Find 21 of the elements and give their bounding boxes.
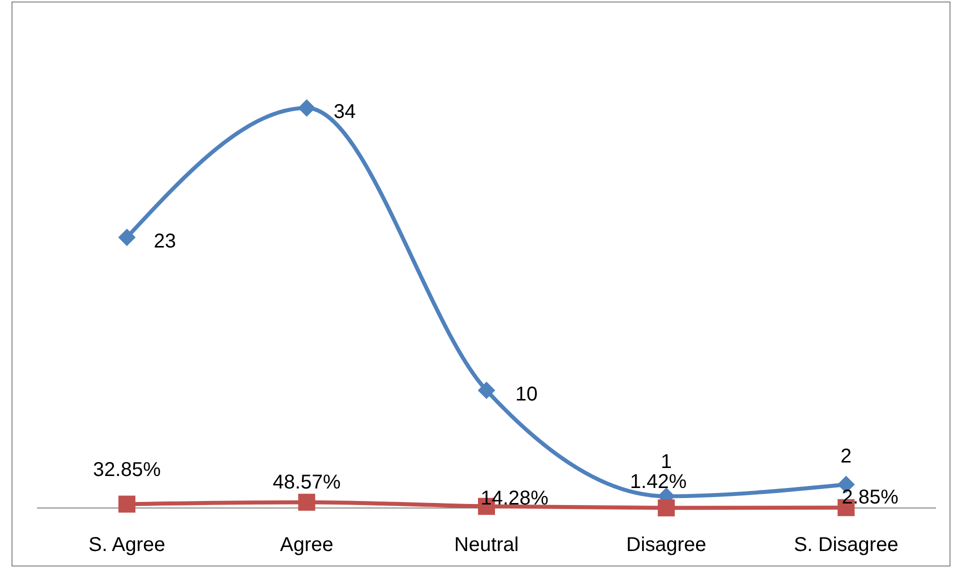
data-label: 23	[154, 230, 176, 252]
data-label: 1.42%	[630, 470, 687, 493]
x-tick-label: S. Agree	[88, 534, 166, 556]
point	[118, 496, 136, 513]
x-tick-label: Disagree	[626, 534, 706, 556]
point	[658, 499, 675, 516]
point	[298, 494, 316, 511]
point	[298, 100, 316, 116]
data-label: 10	[515, 383, 538, 406]
x-tick-label: Neutral	[454, 534, 519, 556]
data-label: 1	[660, 451, 672, 474]
point	[118, 228, 136, 246]
x-tick-label: Agree	[280, 534, 334, 556]
point	[478, 382, 495, 399]
data-label: 2.85%	[842, 486, 899, 509]
data-label: 48.57%	[272, 471, 341, 494]
x-tick-label: S. Disagree	[794, 534, 898, 556]
data-label: 2	[840, 445, 852, 468]
data-label: 32.85%	[92, 459, 162, 482]
data-label: 14.28%	[480, 487, 549, 510]
data-label: 34	[334, 101, 356, 123]
